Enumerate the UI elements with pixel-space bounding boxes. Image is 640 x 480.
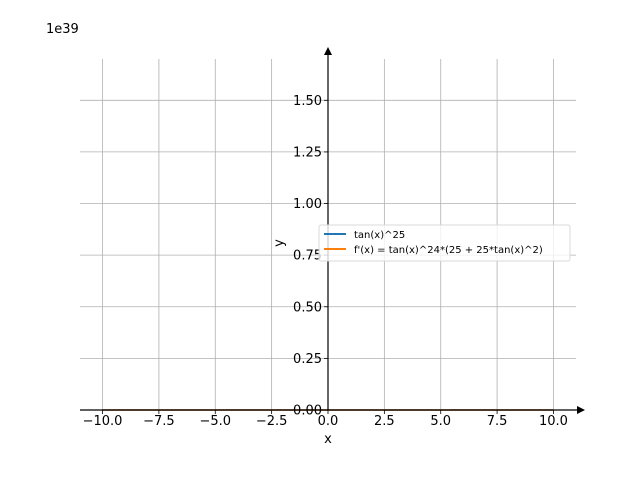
ticks: −10.0 −7.5 −5.0 −2.5 0.0 2.5 5.0 7.5 10.0 0.00 0.2… — [83, 94, 568, 429]
legend: tan(x)^25 f'(x) = tan(x)^24*(25 + 25*tan… — [318, 224, 571, 262]
y-offset-text: 1e39 — [46, 22, 79, 37]
y-tick-label-3: 0.75 — [293, 249, 322, 264]
y-axis-arrow-icon — [324, 47, 332, 55]
legend-label-series-2: f'(x) = tan(x)^24*(25 + 25*tan(x)^2) — [354, 245, 543, 256]
x-axis-arrow-icon — [577, 406, 585, 414]
x-tick-label-8: 10.0 — [539, 414, 568, 429]
y-tick-label-2: 0.50 — [293, 300, 322, 315]
x-tick-label-6: 5.0 — [430, 414, 451, 429]
x-tick-label-7: 7.5 — [487, 414, 508, 429]
x-axis-label: x — [324, 432, 332, 447]
y-tick-label-6: 1.50 — [293, 94, 322, 109]
legend-label-series-1: tan(x)^25 — [354, 230, 405, 241]
y-tick-label-4: 1.00 — [293, 197, 322, 212]
x-tick-label-4: 0.0 — [318, 414, 339, 429]
y-tick-label-5: 1.25 — [293, 145, 322, 160]
x-tick-label-1: −7.5 — [143, 414, 175, 429]
y-axis-label: y — [272, 239, 287, 247]
x-tick-label-3: −2.5 — [256, 414, 288, 429]
x-tick-label-2: −5.0 — [199, 414, 231, 429]
y-tick-label-0: 0.00 — [293, 404, 322, 419]
legend-box — [318, 224, 571, 262]
y-tick-label-1: 0.25 — [293, 352, 322, 367]
x-tick-label-5: 2.5 — [374, 414, 395, 429]
x-tick-label-0: −10.0 — [83, 414, 123, 429]
